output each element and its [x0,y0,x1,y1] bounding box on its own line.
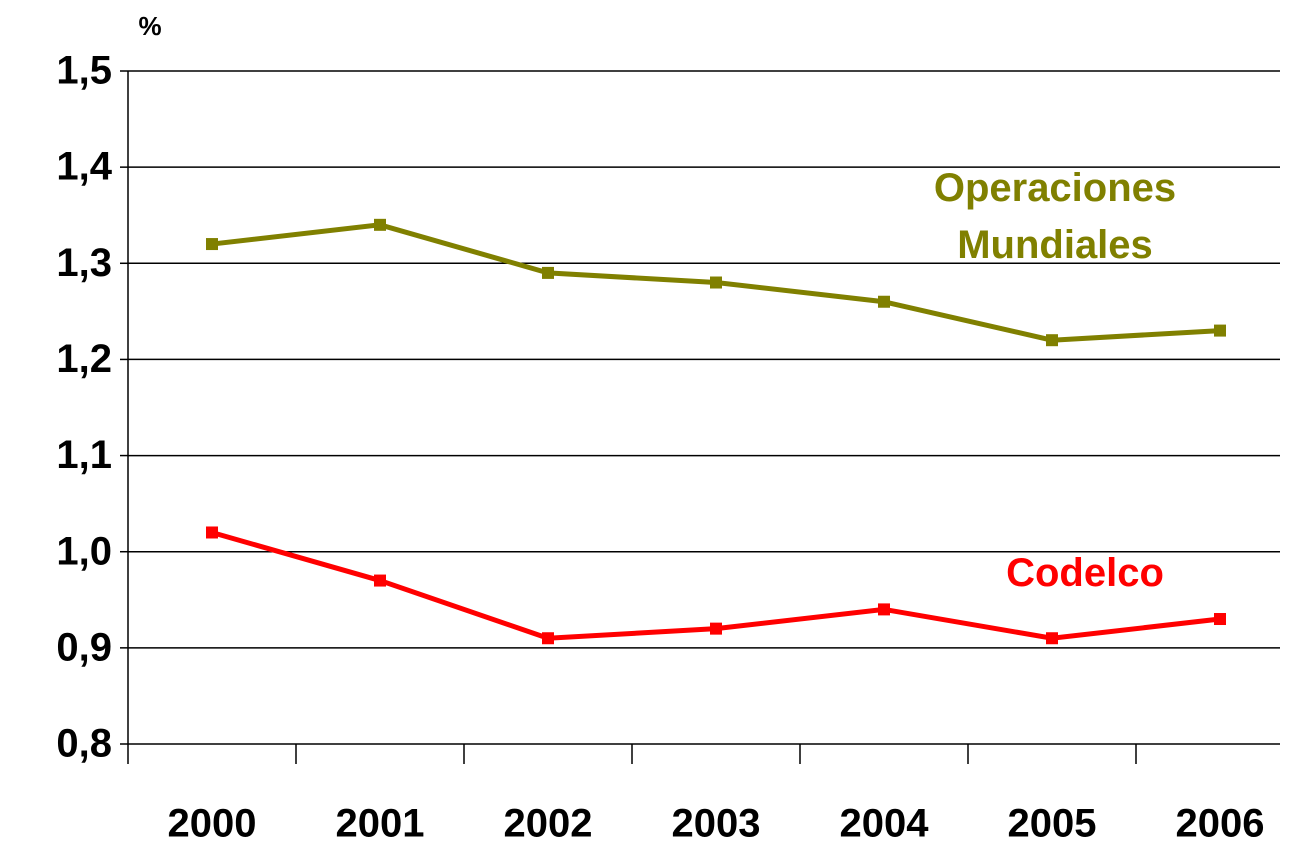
y-tick-label: 0,8 [56,722,112,766]
y-tick-label: 1,1 [56,433,112,477]
y-axis-label: % [138,11,161,41]
marker [374,218,386,231]
marker [1214,613,1226,626]
x-tick-label: 2003 [672,802,761,845]
marker [1046,632,1058,645]
y-tick-label: 1,5 [56,49,112,93]
marker [710,622,722,635]
marker [1214,324,1226,337]
y-tick-label: 1,2 [56,337,112,381]
y-tick-label: 0,9 [56,625,112,669]
series-label: Codelco [1006,551,1164,595]
y-tick-label: 1,3 [56,241,112,285]
marker [878,603,890,616]
marker [878,295,890,308]
x-tick-label: 2001 [336,802,425,845]
y-tick-label: 1,0 [56,529,112,573]
x-tick-label: 2004 [840,802,930,845]
marker [542,266,554,279]
marker [206,526,218,539]
x-tick-label: 2000 [168,802,257,845]
x-tick-label: 2005 [1008,802,1097,845]
marker [374,574,386,587]
x-tick-label: 2006 [1176,802,1265,845]
x-tick-label: 2002 [504,802,593,845]
y-tick-label: 1,4 [56,145,112,189]
marker [206,238,218,251]
marker [710,276,722,289]
marker [1046,334,1058,347]
series-label: Operaciones Mundiales [933,166,1177,267]
marker [542,632,554,645]
